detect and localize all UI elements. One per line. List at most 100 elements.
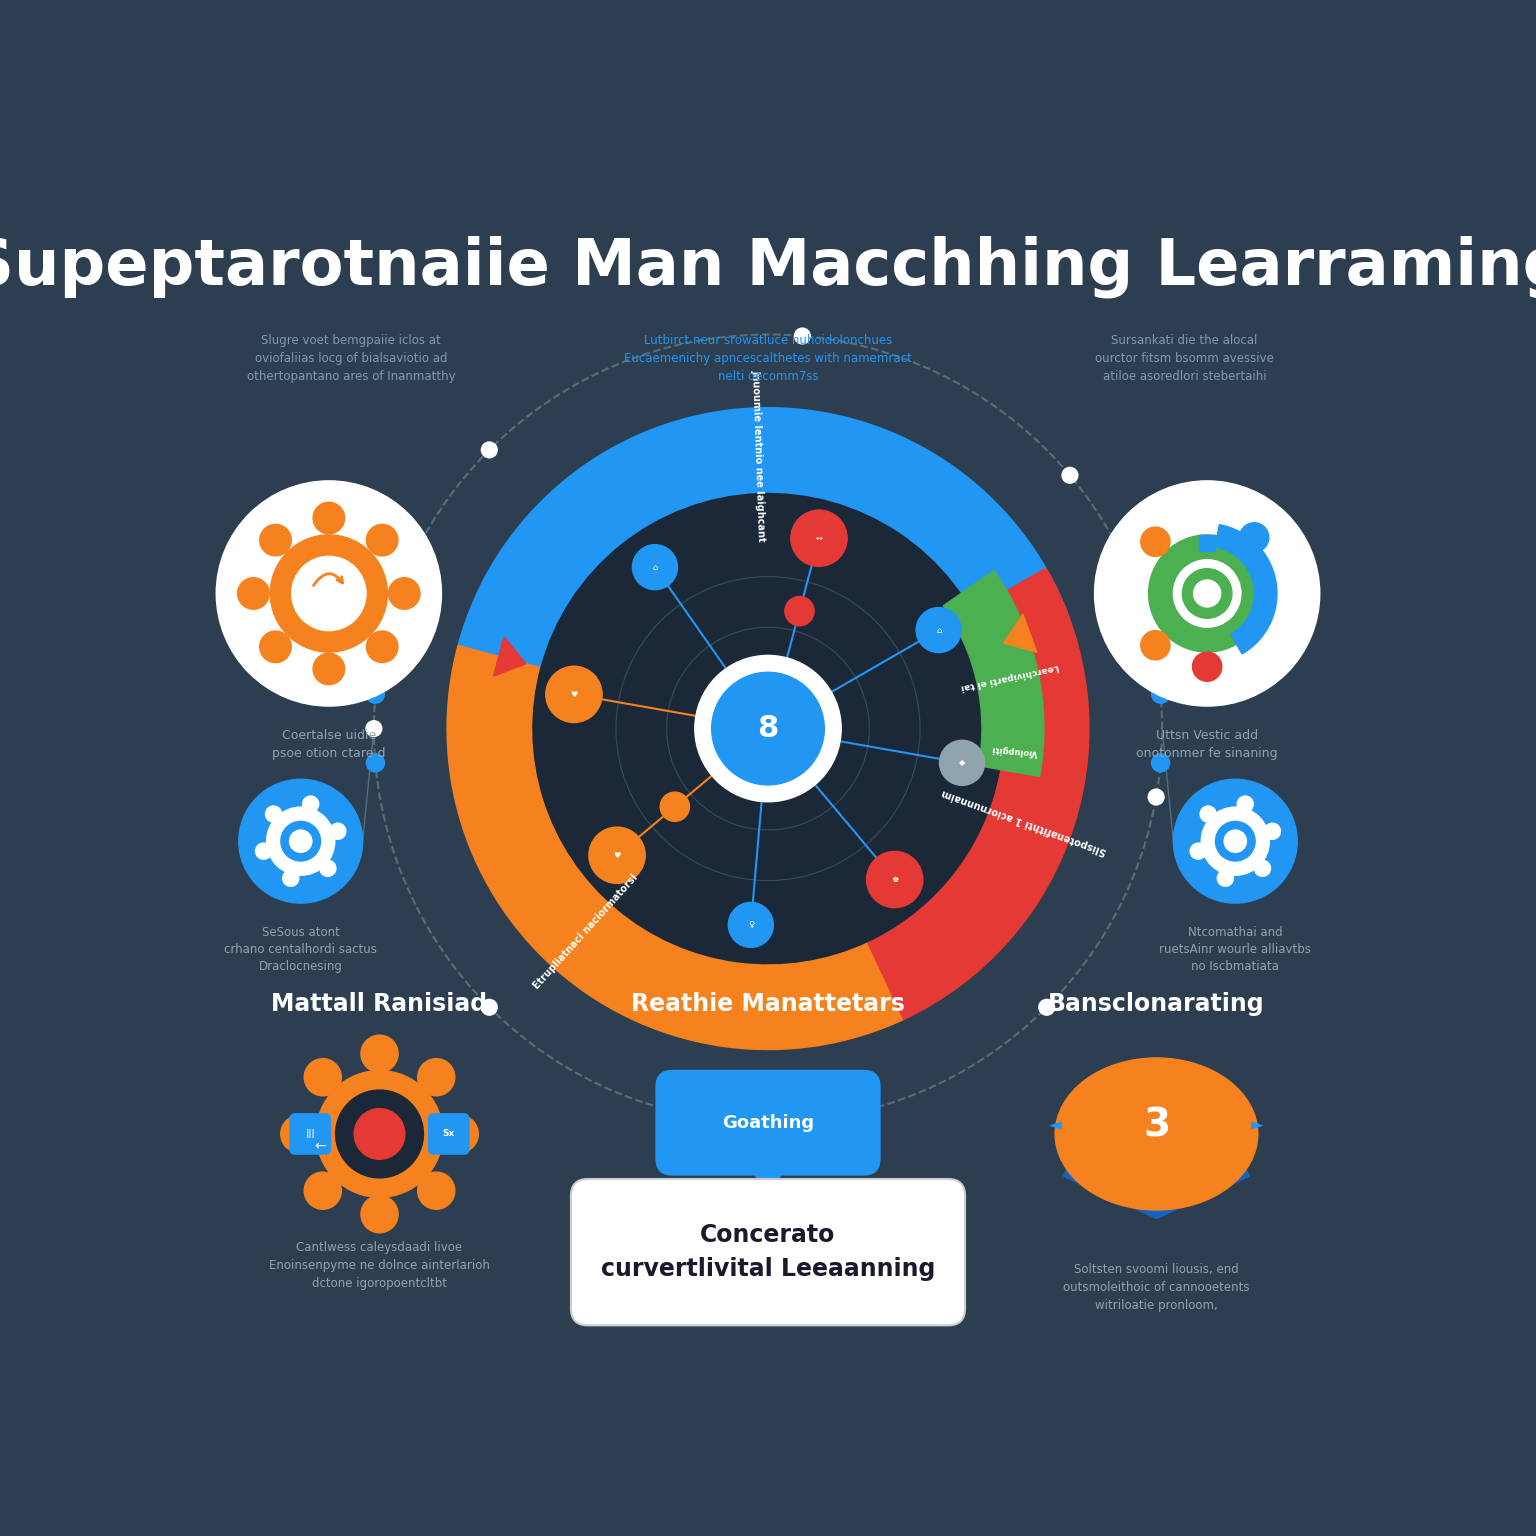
Circle shape: [531, 492, 1005, 965]
Circle shape: [1141, 631, 1170, 660]
Circle shape: [694, 656, 842, 802]
Circle shape: [1240, 522, 1269, 551]
Circle shape: [1152, 685, 1169, 703]
Circle shape: [281, 822, 321, 862]
Text: Bansclonarating: Bansclonarating: [1048, 992, 1264, 1017]
Text: Sursankati die the alocal
ourctor fitsm bsomm avessive
atiloe asoredlori stebert: Sursankati die the alocal ourctor fitsm …: [1095, 335, 1273, 384]
Text: Reathie Manattetars: Reathie Manattetars: [631, 992, 905, 1017]
Polygon shape: [748, 1158, 788, 1201]
Circle shape: [481, 1000, 498, 1015]
Circle shape: [361, 1195, 398, 1233]
Circle shape: [290, 829, 312, 852]
Circle shape: [255, 866, 275, 888]
Circle shape: [1255, 860, 1270, 877]
Circle shape: [1224, 829, 1246, 852]
Circle shape: [1183, 568, 1232, 617]
Text: 8: 8: [757, 714, 779, 743]
Circle shape: [217, 481, 441, 707]
Circle shape: [481, 442, 498, 458]
Text: Slugre voet bemgpaiie iclos at
oviofaliias locg of bialsaviotio ad
othertopantan: Slugre voet bemgpaiie iclos at oviofalii…: [247, 335, 456, 384]
Text: ♚: ♚: [891, 876, 899, 885]
Ellipse shape: [1055, 1058, 1258, 1210]
Circle shape: [1236, 796, 1253, 813]
Text: Etrupliatnaci naciormatorsi: Etrupliatnaci naciormatorsi: [531, 872, 639, 991]
Ellipse shape: [1072, 1063, 1241, 1189]
Circle shape: [270, 535, 387, 651]
Polygon shape: [1003, 614, 1037, 653]
Circle shape: [1061, 467, 1078, 484]
Text: ⌂: ⌂: [935, 625, 942, 634]
Circle shape: [238, 578, 269, 610]
Circle shape: [281, 1115, 318, 1152]
Text: Learchiviparti el tai: Learchiviparti el tai: [960, 662, 1060, 691]
Circle shape: [283, 871, 300, 886]
Circle shape: [290, 882, 312, 903]
Circle shape: [330, 823, 346, 839]
Circle shape: [633, 545, 677, 590]
Circle shape: [255, 843, 272, 859]
Circle shape: [1038, 1000, 1055, 1015]
Circle shape: [389, 578, 419, 610]
Circle shape: [728, 902, 773, 948]
Circle shape: [441, 1115, 478, 1152]
Circle shape: [335, 1091, 424, 1178]
Circle shape: [1152, 754, 1169, 773]
Circle shape: [545, 667, 602, 722]
Circle shape: [367, 631, 398, 662]
Circle shape: [355, 1109, 406, 1160]
Wedge shape: [943, 570, 1044, 777]
Circle shape: [260, 631, 292, 662]
Polygon shape: [1063, 1100, 1249, 1218]
Text: Concerato
curvertlivital Leeaanning: Concerato curvertlivital Leeaanning: [601, 1224, 935, 1281]
Wedge shape: [868, 568, 1089, 1020]
Circle shape: [660, 793, 690, 822]
Circle shape: [1095, 481, 1319, 707]
Text: ↔: ↔: [816, 533, 822, 542]
Circle shape: [304, 1058, 341, 1095]
Text: Violupgiti: Violupgiti: [991, 743, 1038, 757]
Circle shape: [238, 779, 362, 903]
Text: |||: |||: [306, 1129, 315, 1138]
Text: ♥: ♥: [613, 851, 621, 860]
FancyBboxPatch shape: [571, 1180, 965, 1326]
Circle shape: [727, 1114, 742, 1129]
Circle shape: [366, 720, 382, 736]
Text: Cantlwess caleysdaadi livoe
Enoinsenpyme ne dolnce ainterlarioh
dctone igoropoen: Cantlwess caleysdaadi livoe Enoinsenpyme…: [269, 1241, 490, 1290]
Text: Sx: Sx: [442, 1129, 455, 1138]
Circle shape: [1264, 823, 1281, 839]
Circle shape: [1200, 806, 1217, 822]
Text: Jnuoumie Ientnio nee laighcant: Jnuoumie Ientnio nee laighcant: [751, 370, 766, 542]
Circle shape: [1218, 871, 1233, 886]
Wedge shape: [458, 407, 1069, 667]
FancyBboxPatch shape: [429, 1114, 470, 1155]
Circle shape: [785, 596, 814, 625]
Bar: [1200, 535, 1215, 551]
Text: 3: 3: [1143, 1106, 1170, 1144]
Circle shape: [1201, 806, 1269, 876]
Circle shape: [915, 608, 962, 653]
Text: Goathing: Goathing: [722, 1114, 814, 1132]
Circle shape: [313, 653, 344, 685]
Polygon shape: [493, 637, 525, 676]
Wedge shape: [1215, 525, 1276, 654]
Circle shape: [313, 502, 344, 535]
Circle shape: [326, 866, 347, 888]
Circle shape: [711, 673, 825, 785]
Circle shape: [791, 510, 848, 567]
Circle shape: [418, 1172, 455, 1209]
Circle shape: [326, 794, 347, 816]
Text: ►: ►: [1252, 1117, 1264, 1135]
Text: Lutbirct neur srowatluce nuhoidolonchues
Eucaemenichy apncescalthetes with namem: Lutbirct neur srowatluce nuhoidolonchues…: [624, 335, 912, 384]
FancyBboxPatch shape: [656, 1069, 880, 1175]
Circle shape: [1141, 527, 1170, 556]
Text: Slispotenafithti 1 aciornunnaim: Slispotenafithti 1 aciornunnaim: [942, 788, 1109, 857]
Circle shape: [290, 780, 312, 800]
Circle shape: [794, 329, 809, 344]
Circle shape: [316, 1071, 442, 1197]
Text: ♀: ♀: [748, 920, 754, 929]
Text: Coertalse uidie
psoe otion ctare d: Coertalse uidie psoe otion ctare d: [272, 728, 386, 760]
Wedge shape: [447, 645, 903, 1049]
Circle shape: [940, 740, 985, 785]
Circle shape: [260, 524, 292, 556]
Circle shape: [1174, 779, 1298, 903]
